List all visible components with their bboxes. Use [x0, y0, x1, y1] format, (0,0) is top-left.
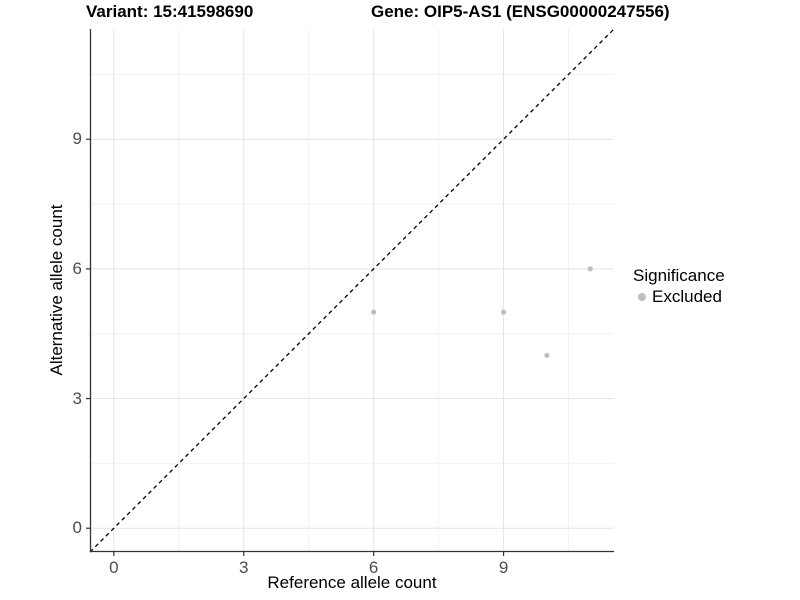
x-tick-label: 9 [498, 558, 509, 577]
x-tick-label: 6 [368, 558, 379, 577]
x-axis-title: Reference allele count [267, 573, 437, 592]
plot-title-gene: Gene: OIP5-AS1 (ENSG00000247556) [371, 2, 670, 21]
legend-entry-label: Excluded [652, 287, 722, 306]
y-tick-label: 9 [72, 129, 82, 149]
y-tick-label: 3 [72, 388, 82, 408]
plot-title-variant: Variant: 15:41598690 [86, 2, 254, 21]
data-point [371, 309, 377, 315]
y-axis-title: Alternative allele count [47, 204, 66, 376]
x-tick-label: 0 [109, 558, 119, 577]
y-tick-label: 6 [72, 258, 82, 278]
data-point [500, 309, 507, 315]
legend-key-dot-icon [638, 293, 646, 301]
identity-dashed-line [89, 28, 615, 553]
legend: Significance Excluded [633, 266, 725, 307]
chart-svg [86, 28, 615, 556]
data-point [587, 266, 593, 272]
legend-title: Significance [633, 266, 725, 285]
x-tick-label: 3 [239, 558, 249, 577]
legend-entry-excluded: Excluded [633, 287, 725, 307]
y-tick-label: 0 [72, 518, 82, 538]
plot-panel [86, 28, 615, 556]
data-point [544, 352, 550, 358]
